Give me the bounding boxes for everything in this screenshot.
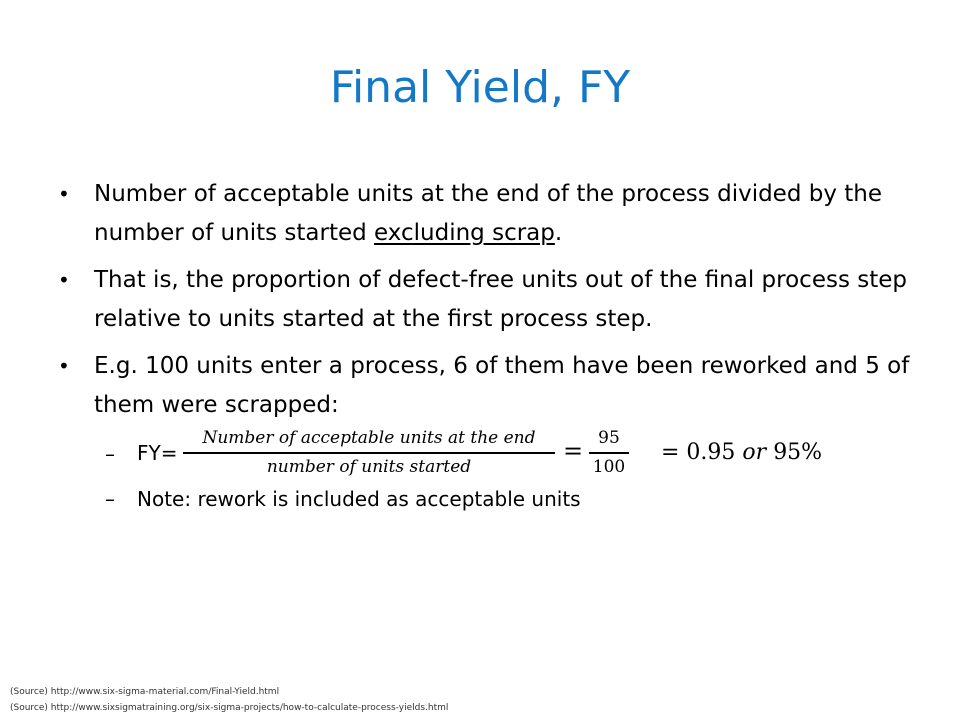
source-line: (Source) http://www.sixsigmatraining.org… — [10, 703, 449, 713]
bullet-text: Number of acceptable units at the end of… — [94, 181, 883, 246]
bullet-item: • That is, the proportion of defect-free… — [58, 261, 918, 339]
formula-label: FY= — [137, 441, 178, 465]
result-percent: 95% — [773, 440, 823, 465]
dash-icon: – — [105, 442, 115, 466]
formula-sub-bullet: – FY= Number of acceptable units at the … — [105, 428, 825, 480]
fraction-bar — [589, 452, 629, 454]
slide-title: Final Yield, FY — [329, 62, 631, 113]
formula-result: = 0.95 or 95% — [661, 440, 822, 465]
fraction-numerator: Number of acceptable units at the end — [202, 428, 536, 448]
value-denominator: 100 — [592, 457, 626, 477]
bullet-text: E.g. 100 units enter a process, 6 of the… — [94, 353, 910, 418]
underlined-text: excluding scrap — [374, 220, 555, 246]
dash-icon: – — [105, 487, 115, 511]
value-fraction: 95 100 — [589, 428, 629, 478]
bullet-dot-icon: • — [58, 354, 70, 378]
value-numerator: 95 — [598, 428, 620, 448]
bullet-text-end: . — [554, 220, 563, 246]
result-or: or — [742, 440, 767, 465]
bullet-item: • E.g. 100 units enter a process, 6 of t… — [58, 347, 918, 425]
source-line: (Source) http://www.six-sigma-material.c… — [10, 687, 280, 697]
bullet-dot-icon: • — [58, 182, 70, 206]
source-citations: (Source) http://www.six-sigma-material.c… — [10, 684, 448, 716]
equals-sign: = — [563, 437, 584, 465]
note-text: Note: rework is included as acceptable u… — [137, 487, 581, 511]
bullet-item: • Number of acceptable units at the end … — [58, 175, 918, 253]
result-value: = 0.95 — [661, 440, 736, 465]
fraction-bar — [183, 452, 555, 454]
bullet-list: • Number of acceptable units at the end … — [58, 175, 918, 433]
fraction-denominator: number of units started — [266, 457, 472, 477]
bullet-text: That is, the proportion of defect-free u… — [94, 267, 907, 332]
formula-fraction: Number of acceptable units at the end nu… — [183, 428, 555, 478]
bullet-dot-icon: • — [58, 268, 70, 292]
